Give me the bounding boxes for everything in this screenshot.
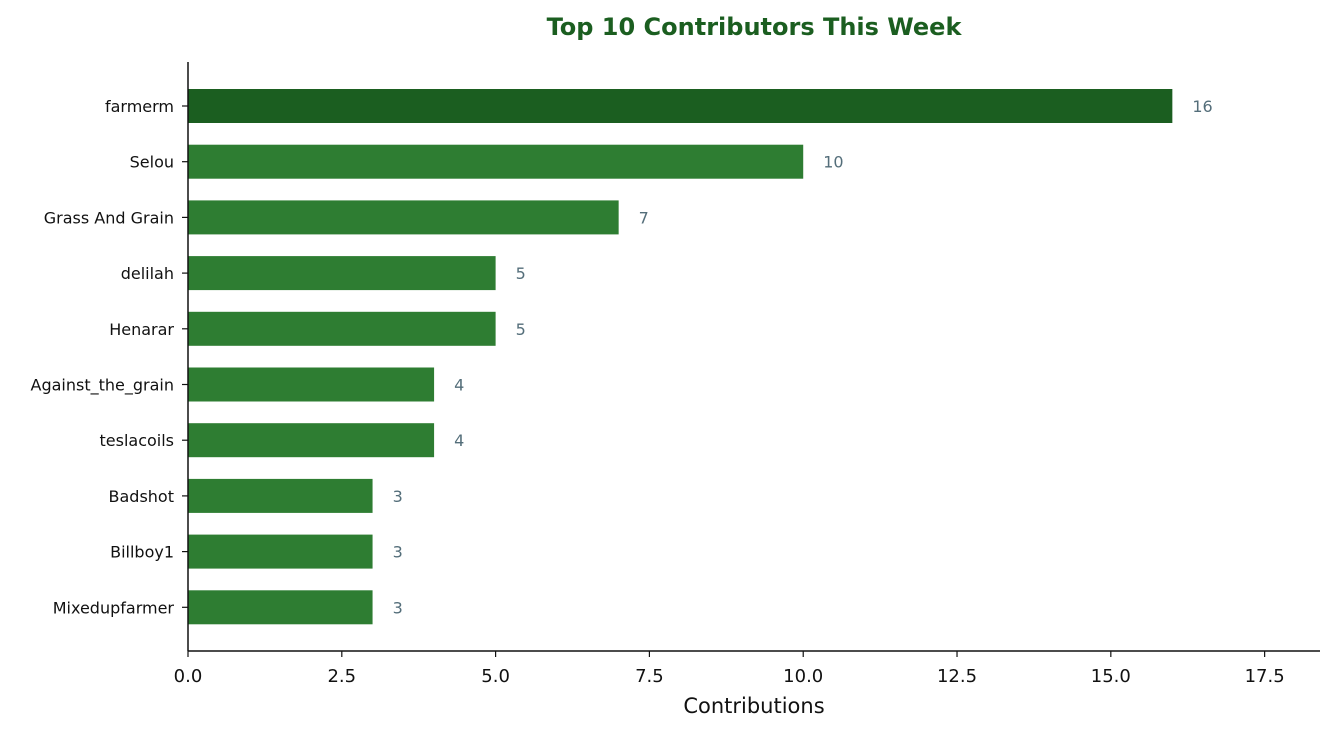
bar-value-label: 3 — [393, 487, 403, 506]
y-tick-label: Billboy1 — [110, 543, 174, 562]
bar-8 — [188, 534, 373, 569]
y-tick-label: Selou — [130, 153, 174, 172]
bar-4 — [188, 311, 496, 346]
y-tick-label: Badshot — [109, 487, 174, 506]
bar-value-label: 4 — [454, 376, 464, 395]
bar-value-label: 7 — [639, 208, 649, 227]
x-tick-label: 12.5 — [937, 666, 977, 687]
y-tick-label: farmerm — [105, 97, 174, 116]
x-tick-label: 17.5 — [1245, 666, 1285, 687]
bar-value-label: 5 — [516, 320, 526, 339]
y-axis-labels-group: farmerm Selou Grass And Grain delilah Henara… — [31, 97, 188, 617]
x-tick-label: 2.5 — [327, 666, 356, 687]
bar-3 — [188, 256, 496, 291]
x-axis-label: Contributions — [683, 694, 824, 718]
bar-value-label: 3 — [393, 543, 403, 562]
bar-value-label: 4 — [454, 431, 464, 450]
x-tick-label: 10.0 — [783, 666, 823, 687]
bar-7 — [188, 478, 373, 513]
bar-1 — [188, 144, 804, 179]
bars-group — [188, 89, 1173, 625]
x-tick-label: 15.0 — [1091, 666, 1131, 687]
y-tick-label: delilah — [121, 264, 174, 283]
y-tick-label: Against_the_grain — [31, 376, 174, 396]
y-tick-label: teslacoils — [99, 431, 174, 450]
x-axis-ticks-group: 0.0 2.5 5.0 7.5 10.0 12.5 15.0 17.5 — [174, 651, 1285, 687]
bar-0 — [188, 89, 1173, 123]
bar-value-label: 5 — [516, 264, 526, 283]
bar-5 — [188, 367, 435, 402]
value-labels-group: 16 10 7 5 5 4 4 3 3 3 — [393, 97, 1213, 617]
bar-2 — [188, 200, 619, 235]
x-tick-label: 0.0 — [174, 666, 203, 687]
x-tick-label: 7.5 — [635, 666, 664, 687]
bar-value-label: 16 — [1192, 97, 1212, 116]
y-tick-label: Henarar — [109, 320, 174, 339]
bar-value-label: 3 — [393, 598, 403, 617]
y-tick-label: Mixedupfarmer — [53, 598, 175, 617]
chart-title: Top 10 Contributors This Week — [547, 13, 963, 41]
y-tick-label: Grass And Grain — [44, 208, 174, 227]
bar-6 — [188, 423, 435, 458]
bar-9 — [188, 590, 373, 625]
bar-value-label: 10 — [823, 153, 843, 172]
x-tick-label: 5.0 — [481, 666, 510, 687]
